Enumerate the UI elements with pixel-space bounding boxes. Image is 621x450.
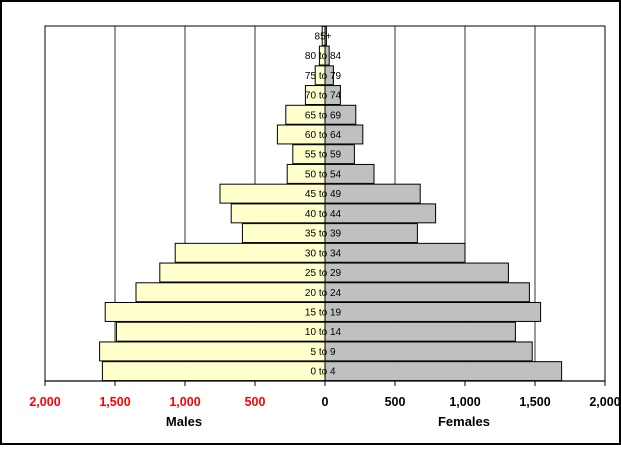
category-label: 50 to 54 <box>305 169 342 180</box>
x-tick-label: 500 <box>245 395 266 409</box>
x-axis-label-females: Females <box>438 414 490 429</box>
bar-females <box>324 223 418 244</box>
category-label: 70 to 74 <box>305 91 342 102</box>
category-label: 85+ <box>315 31 332 42</box>
category-label: 20 to 24 <box>305 288 342 299</box>
bar-males <box>115 321 326 342</box>
bar-females <box>324 85 341 105</box>
bar-females <box>324 302 542 322</box>
bar-females <box>324 104 357 125</box>
x-axis: 2,000 1,500 1,000 500 0 500 1,000 1,500 2,000 <box>29 380 621 409</box>
bar-females <box>324 124 364 145</box>
x-tick-label: 500 <box>385 395 406 409</box>
x-tick-label: 1,500 <box>519 395 550 409</box>
bar-females <box>324 183 421 204</box>
bar-males <box>159 262 326 283</box>
bar-females <box>324 144 355 165</box>
bar-females <box>324 282 530 303</box>
bar-females <box>324 203 437 224</box>
bar-females <box>324 45 330 66</box>
bar-females <box>324 163 375 184</box>
category-label: 10 to 14 <box>305 327 342 338</box>
category-label: 40 to 44 <box>305 209 342 220</box>
category-label: 60 to 64 <box>305 130 342 141</box>
bar-females <box>324 262 509 283</box>
category-label: 75 to 79 <box>305 71 342 82</box>
category-label: 65 to 69 <box>305 110 342 121</box>
bar-females <box>324 242 466 263</box>
bar-males <box>101 361 326 382</box>
category-label: 45 to 49 <box>305 189 342 200</box>
category-label: 80 to 84 <box>305 51 342 62</box>
category-label: 0 to 4 <box>310 367 335 378</box>
x-tick-label: 1,000 <box>169 395 200 409</box>
category-label: 5 to 9 <box>310 347 335 358</box>
category-label: 35 to 39 <box>305 229 342 240</box>
category-label: 55 to 59 <box>305 150 342 161</box>
bar-females <box>324 341 533 362</box>
x-axis-label-males: Males <box>166 414 202 429</box>
category-label: 15 to 19 <box>305 307 342 318</box>
bar-males <box>174 242 326 263</box>
bar-males <box>104 302 326 322</box>
bar-males <box>99 341 326 362</box>
category-label: 30 to 34 <box>305 248 342 259</box>
bar-males <box>135 282 326 303</box>
bar-females <box>324 321 516 342</box>
x-tick-label: 1,500 <box>99 395 130 409</box>
category-labels: 0 to 4 5 to 9 10 to 14 15 to 19 20 to 24 25 t… <box>305 31 342 377</box>
x-tick-label: 1,000 <box>449 395 480 409</box>
category-label: 25 to 29 <box>305 268 342 279</box>
bar-females <box>324 361 563 382</box>
x-tick-label: 2,000 <box>29 395 60 409</box>
bar-females <box>324 25 327 46</box>
x-tick-label: 0 <box>322 395 329 409</box>
bars <box>99 25 563 382</box>
bar-females <box>324 65 334 86</box>
x-tick-label: 2,000 <box>589 395 620 409</box>
